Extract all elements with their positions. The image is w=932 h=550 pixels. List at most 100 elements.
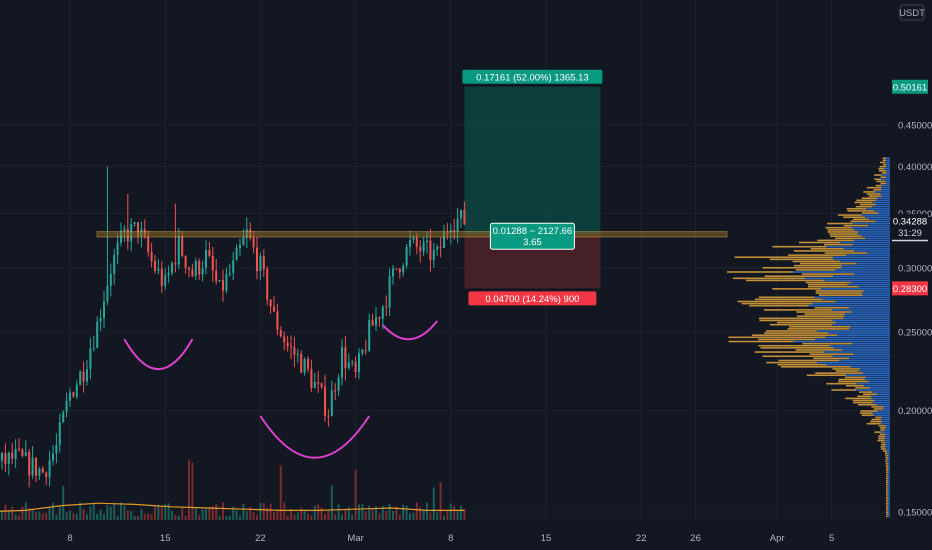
candle-body	[323, 386, 327, 416]
volume-profile	[726, 157, 890, 518]
volume-profile-buy	[873, 210, 890, 212]
volume-profile-buy	[888, 465, 890, 467]
volume-bar	[249, 507, 252, 520]
head-shoulders-pattern[interactable]	[123, 320, 438, 459]
resistance-zone-band[interactable]	[96, 231, 728, 238]
profit-zone[interactable]	[464, 86, 601, 235]
volume-profile-buy	[868, 218, 890, 221]
volume-profile-buy	[885, 441, 890, 444]
volume-profile-sell	[793, 250, 855, 252]
volume-profile-sell	[844, 376, 866, 379]
price-tick-label: 0.25000	[898, 328, 932, 339]
volume-bar	[153, 505, 157, 520]
volume-bar	[184, 515, 187, 520]
volume-profile-buy	[887, 490, 890, 492]
volume-profile-buy	[871, 395, 890, 398]
volume-profile-buy	[885, 443, 890, 446]
candle-body	[391, 268, 395, 277]
candle-body	[354, 361, 357, 373]
volume-profile-sell	[815, 372, 864, 374]
candle-body	[28, 452, 31, 476]
volume-profile-buy	[881, 189, 890, 191]
volume-profile-sell	[830, 235, 862, 237]
resistance-zone[interactable]	[96, 231, 728, 238]
candle-body	[235, 248, 238, 261]
volume-profile-buy	[843, 317, 890, 320]
volume-profile-buy	[843, 248, 890, 250]
volume-profile-sell	[886, 498, 889, 501]
pattern-arc-shoulder[interactable]	[123, 338, 194, 370]
volume-bar	[136, 515, 140, 520]
volume-profile-buy	[832, 323, 890, 326]
candle-body	[194, 261, 197, 277]
time-axis[interactable]: 8 15 22 Mar 8 15 22 26 Apr 5	[67, 533, 834, 544]
overlay-labels: 0.17161 (52.00%) 1365.13 0.01288 ~ 2127.6…	[462, 69, 603, 306]
volume-profile-sell	[734, 256, 833, 259]
volume-profile-sell	[886, 462, 889, 465]
candle-body	[351, 361, 354, 363]
pattern-arc-shoulder[interactable]	[382, 320, 438, 341]
volume-bar	[89, 506, 92, 520]
volume-bar	[344, 509, 347, 520]
volume-profile-sell	[857, 395, 872, 398]
volume-profile-buy	[857, 233, 890, 235]
candle-body	[221, 280, 225, 291]
volume-profile-buy	[872, 391, 890, 393]
volume-profile-sell	[817, 239, 855, 242]
price-axis[interactable]: 0.150000.200000.250000.300000.350000.400…	[892, 4, 932, 519]
candle-body	[96, 321, 99, 348]
volume-profile-buy	[885, 180, 890, 183]
volume-profile-sell	[787, 328, 850, 330]
volume-bar	[266, 507, 269, 520]
candle-body	[310, 369, 313, 389]
candle-body	[34, 457, 38, 476]
volume-profile-sell	[796, 311, 852, 313]
volume-profile-buy	[882, 420, 890, 423]
volume-profile-buy	[859, 368, 890, 370]
volume-bar	[164, 504, 167, 520]
volume-bar	[235, 510, 238, 520]
target-label-text: 0.17161 (52.00%) 1365.13	[476, 72, 589, 83]
volume-profile-sell	[878, 167, 885, 170]
volume-profile-buy	[888, 477, 890, 480]
volume-profile-sell	[860, 410, 878, 412]
volume-profile-sell	[886, 490, 888, 492]
volume-bar	[415, 502, 418, 520]
candle-body	[211, 255, 214, 271]
candle-body	[208, 250, 211, 256]
volume-profile-buy	[883, 406, 890, 408]
candle-body	[55, 444, 58, 454]
volume-profile-buy	[888, 498, 890, 501]
candle-body	[7, 452, 10, 464]
candle-body	[167, 272, 170, 276]
long-position-tool[interactable]	[464, 86, 601, 289]
candle-body	[252, 237, 255, 248]
candle-body	[68, 392, 72, 401]
candle-body	[361, 349, 364, 354]
volume-bar	[303, 511, 306, 520]
volume-profile-sell	[873, 408, 884, 410]
candle-body	[21, 449, 24, 456]
volume-bar	[296, 512, 299, 520]
candle-body	[157, 268, 160, 271]
volume-profile-buy	[885, 446, 890, 448]
volume-profile-buy	[835, 269, 890, 271]
volume-profile-buy	[886, 165, 890, 168]
price-tick-label: 0.45000	[898, 121, 932, 132]
volume-profile-buy	[875, 220, 890, 223]
volume-profile-buy	[853, 353, 890, 355]
candle-body	[187, 267, 191, 270]
volume-profile-buy	[881, 186, 890, 189]
volume-profile-sell	[886, 492, 889, 495]
candle-body	[164, 275, 167, 286]
currency-badge[interactable]	[899, 4, 925, 21]
volume-bar	[41, 513, 44, 520]
volume-profile-sell	[886, 496, 889, 499]
volume-bar	[157, 504, 160, 520]
volume-profile-buy	[863, 290, 890, 292]
pattern-arc-head[interactable]	[259, 415, 371, 459]
volume-profile-sell	[732, 277, 805, 280]
candle-body	[269, 299, 272, 307]
volume-bar	[381, 505, 384, 520]
